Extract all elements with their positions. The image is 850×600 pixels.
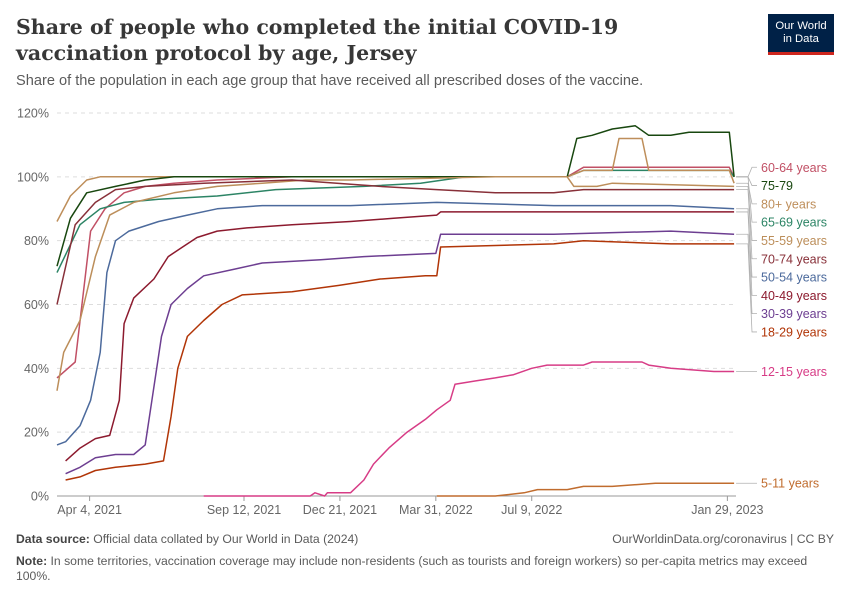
legend-connector [736, 186, 757, 241]
x-tick-label: Jul 9, 2022 [501, 503, 562, 517]
legend-connector [736, 166, 757, 178]
legend-connector [736, 233, 757, 315]
series-label: 60-64 years [761, 161, 827, 175]
series-line [56, 176, 735, 391]
y-tick-label: 40% [24, 362, 49, 376]
series-line [65, 239, 735, 481]
series-line [56, 125, 735, 267]
series-line [203, 361, 735, 497]
owid-logo[interactable]: Our World in Data [768, 14, 834, 55]
logo-line-1: Our World [775, 20, 827, 32]
x-tick-label: Apr 4, 2021 [57, 503, 122, 517]
series-label: 5-11 years [761, 477, 819, 491]
series-line [65, 230, 735, 475]
y-tick-label: 120% [17, 107, 49, 121]
series-label: 18-29 years [761, 325, 827, 339]
chart-note: Note: In some territories, vaccination c… [16, 554, 834, 584]
data-source: Data source: Official data collated by O… [16, 532, 834, 547]
x-tick-label: Dec 21, 2021 [303, 503, 377, 517]
legend-connector [736, 243, 757, 333]
note-label: Note: [16, 554, 48, 568]
source-text: Official data collated by Our World in D… [89, 532, 359, 546]
series-line [56, 137, 735, 222]
source-label: Data source: [16, 532, 90, 546]
y-tick-label: 80% [24, 234, 49, 248]
y-tick-label: 60% [24, 298, 49, 312]
x-tick-label: Jan 29, 2023 [691, 503, 763, 517]
series-label: 70-74 years [761, 252, 827, 266]
legend-connector [736, 211, 757, 296]
y-tick-label: 100% [17, 170, 49, 184]
x-tick-label: Mar 31, 2022 [399, 503, 473, 517]
chart-subtitle: Share of the population in each age grou… [16, 73, 644, 89]
legend-connector [736, 208, 757, 278]
series-label: 50-54 years [761, 271, 827, 285]
series-line [56, 201, 735, 446]
series-line [56, 166, 735, 379]
series-label: 12-15 years [761, 365, 827, 379]
series-label: 65-69 years [761, 216, 827, 230]
legend-connector [736, 176, 757, 186]
series-line [65, 211, 735, 462]
series-label: 80+ years [761, 197, 816, 211]
legend-connector [736, 189, 757, 260]
x-tick-label: Sep 12, 2021 [207, 503, 281, 517]
series-label: 40-49 years [761, 289, 827, 303]
series-line [56, 179, 735, 305]
legend-connector [736, 182, 757, 205]
y-tick-label: 20% [24, 426, 49, 440]
note-text: In some territories, vaccination coverag… [16, 554, 808, 583]
y-tick-label: 0% [31, 490, 49, 504]
series-label: 30-39 years [761, 307, 827, 321]
logo-line-2: in Data [783, 33, 819, 45]
line-chart: 0% 20% 40% 60% 80% 100% 120% Apr 4, 2021 Sep 12,… [17, 107, 827, 518]
legend-connector [736, 176, 757, 223]
source-link[interactable]: OurWorldinData.org/coronavirus | CC BY [612, 532, 834, 546]
series-line [436, 482, 735, 497]
series-label: 55-59 years [761, 234, 827, 248]
series-label: 75-79 [761, 179, 793, 193]
chart-title: Share of people who completed the initia… [16, 15, 619, 65]
